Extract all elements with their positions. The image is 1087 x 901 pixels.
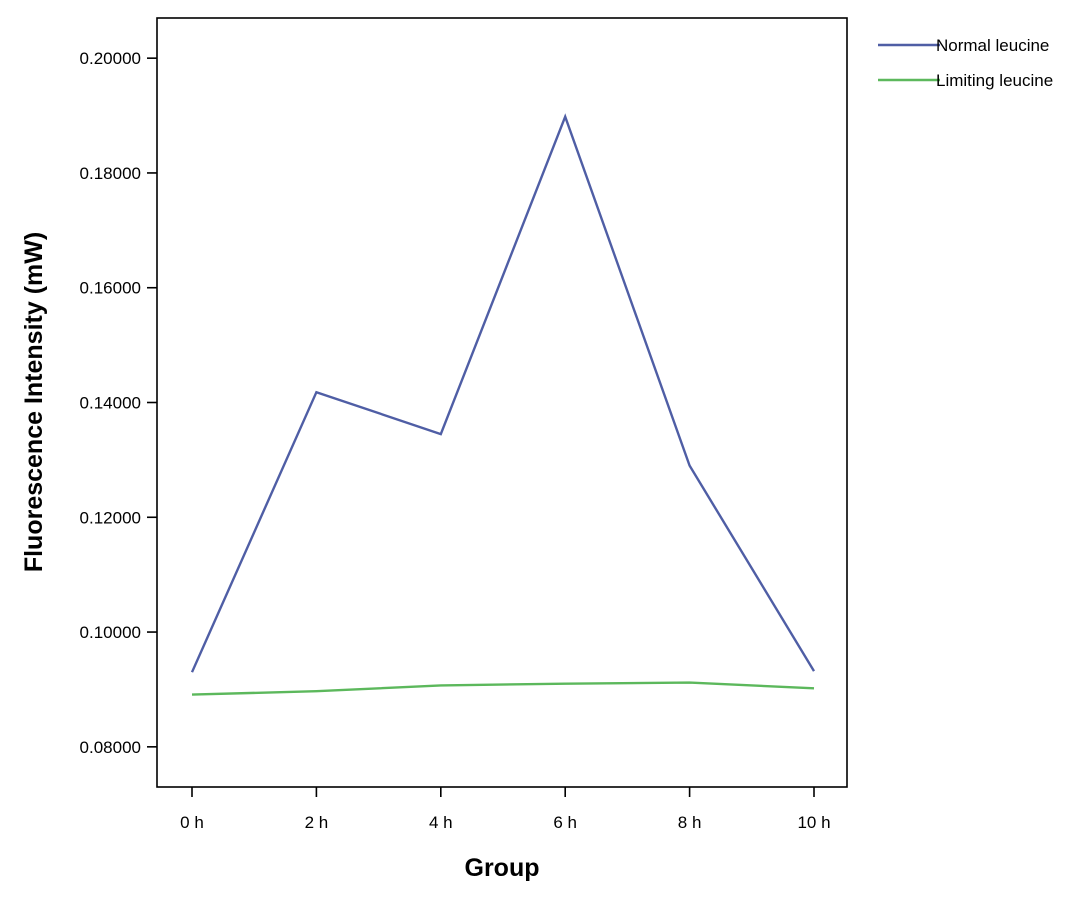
y-tick-label: 0.08000: [80, 738, 141, 757]
x-tick-label: 4 h: [429, 813, 453, 832]
plot-frame: [156, 17, 848, 788]
y-tick-label: 0.10000: [80, 623, 141, 642]
legend-label: Limiting leucine: [936, 71, 1053, 90]
series-line-normal-leucine: [190, 113, 816, 673]
x-tick-label: 10 h: [797, 813, 830, 832]
y-tick-label: 0.14000: [80, 394, 141, 413]
legend-label: Normal leucine: [936, 36, 1049, 55]
series-lines: [190, 113, 816, 696]
legend: Normal leucine Limiting leucine: [878, 36, 1053, 90]
y-tick-label: 0.16000: [80, 279, 141, 298]
x-axis: 0 h 2 h 4 h 6 h 8 h 10 h: [180, 787, 831, 832]
y-axis: 0.08000 0.10000 0.12000 0.14000 0.16000 0.180…: [80, 49, 157, 757]
x-tick-label: 8 h: [678, 813, 702, 832]
x-tick-label: 6 h: [553, 813, 577, 832]
series-line-limiting-leucine: [191, 681, 815, 696]
y-axis-title: Fluorescence Intensity (mW): [20, 232, 48, 572]
x-axis-title: Group: [465, 854, 540, 882]
x-tick-label: 2 h: [305, 813, 329, 832]
y-tick-label: 0.18000: [80, 164, 141, 183]
y-tick-label: 0.20000: [80, 49, 141, 68]
y-tick-label: 0.12000: [80, 508, 141, 527]
x-tick-label: 0 h: [180, 813, 204, 832]
